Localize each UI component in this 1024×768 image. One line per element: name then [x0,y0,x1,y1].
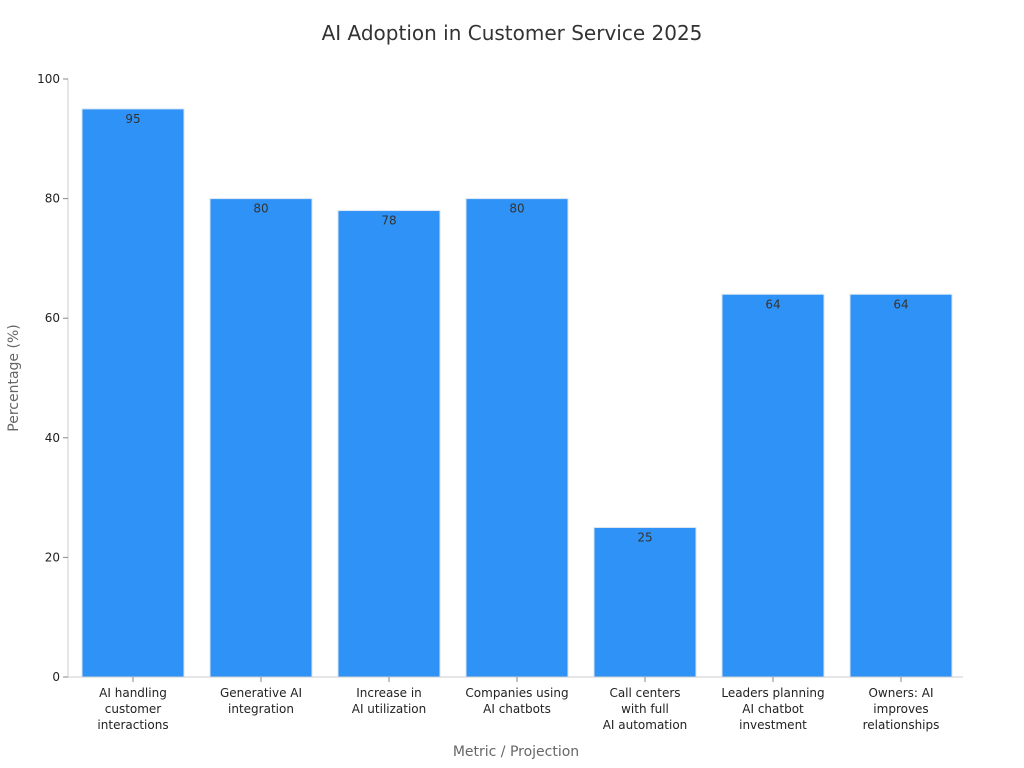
x-tick-label: Increase in AI utilization [352,686,427,716]
x-axis-title: Metric / Projection [453,744,579,760]
x-tick-label: Owners: AI improves relationships [863,686,940,732]
bar-value-label: 80 [253,202,268,216]
y-tick-label: 60 [45,311,60,325]
bar-value-label: 78 [381,214,396,228]
chart-title: AI Adoption in Customer Service 2025 [322,21,703,45]
x-tick-label: Generative AI integration [220,686,302,716]
x-tick-label: Leaders planning AI chatbot investment [721,686,824,732]
bar [337,210,441,678]
x-tick-label: Call centers with full AI automation [603,686,688,732]
y-tick-label: 80 [45,192,60,206]
y-tick-label: 0 [52,670,60,684]
y-axis: 0 20 40 60 80 100 [37,72,69,684]
bar [465,198,569,678]
bar-value-label: 64 [765,297,780,311]
y-axis-title: Percentage (%) [6,324,22,431]
y-tick-label: 40 [45,431,60,445]
bar [849,293,953,678]
bar-value-label: 64 [893,297,908,311]
x-tick-label: AI handling customer interactions [97,686,168,732]
bar-value-label: 25 [637,531,652,545]
x-axis: AI handling customer interactions Generativ… [68,676,963,732]
bar [593,527,697,678]
bar [721,293,825,678]
y-tick-label: 100 [37,72,60,86]
x-tick-label: Companies using AI chatbots [465,686,568,716]
bars-group: 95 80 78 80 25 64 64 [81,108,953,678]
y-tick-label: 20 [45,550,60,564]
bar-value-label: 80 [509,202,524,216]
bar [209,198,313,678]
bar [81,108,185,678]
bar-value-label: 95 [125,112,140,126]
